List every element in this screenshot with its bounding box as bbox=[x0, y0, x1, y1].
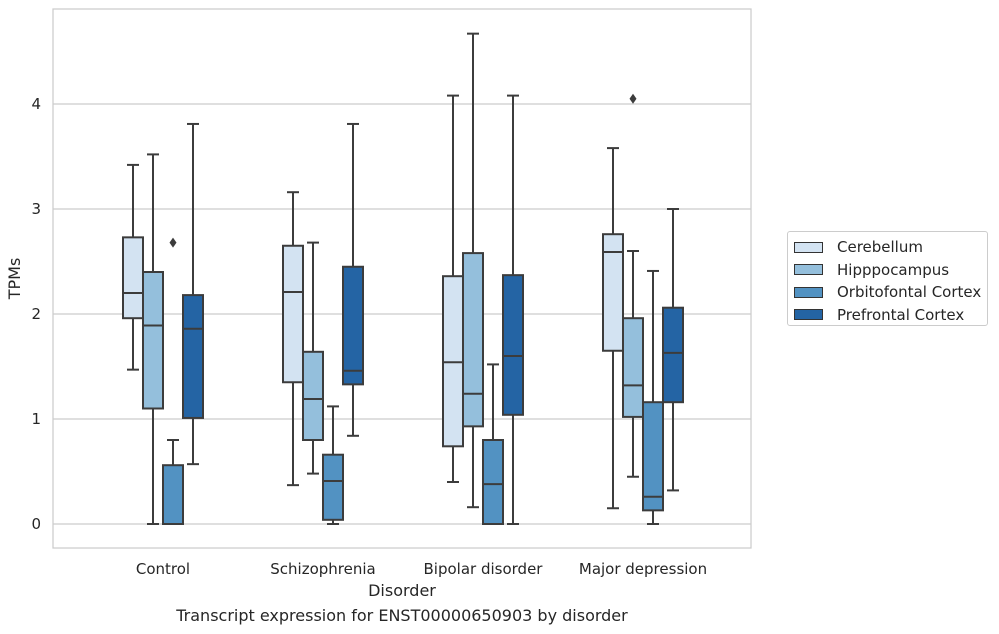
outlier-point bbox=[169, 237, 177, 248]
box-3-1 bbox=[622, 93, 644, 478]
iqr-box bbox=[162, 464, 184, 526]
legend-item-orbitofrontal-cortex: Orbitofontal Cortex bbox=[794, 281, 987, 304]
y-tick-label: 1 bbox=[31, 410, 41, 428]
iqr-box bbox=[622, 317, 644, 418]
legend-item-prefrontal-cortex: Prefrontal Cortex bbox=[794, 304, 987, 327]
box-1-3 bbox=[342, 122, 364, 437]
box-3-2 bbox=[642, 269, 664, 525]
iqr-box bbox=[662, 306, 684, 404]
box-2-2 bbox=[482, 363, 504, 525]
iqr-box bbox=[442, 275, 464, 448]
x-axis-label: Disorder bbox=[368, 581, 436, 600]
iqr-box bbox=[602, 233, 624, 352]
legend-label-orbitofrontal-cortex: Orbitofontal Cortex bbox=[837, 283, 982, 302]
x-axis-ticks: Control Schizophrenia Bipolar disorder Majo… bbox=[136, 560, 707, 578]
box-0-3 bbox=[182, 122, 204, 466]
iqr-box bbox=[142, 271, 164, 410]
legend-label-hippocampus: Hipppocampus bbox=[837, 260, 950, 279]
legend-label-prefrontal-cortex: Prefrontal Cortex bbox=[837, 305, 965, 324]
box-3-3 bbox=[662, 208, 684, 492]
box-1-2 bbox=[322, 405, 344, 525]
box-marks bbox=[122, 32, 684, 526]
iqr-box bbox=[322, 453, 344, 521]
iqr-box bbox=[462, 252, 484, 428]
x-tick-label: Control bbox=[136, 560, 190, 578]
box-2-1 bbox=[462, 32, 484, 509]
legend-swatch-hippocampus bbox=[794, 264, 823, 276]
plot-area-frame bbox=[52, 8, 752, 549]
x-tick-label: Major depression bbox=[579, 560, 707, 578]
y-tick-label: 4 bbox=[31, 95, 41, 113]
box-0-0 bbox=[122, 163, 144, 371]
iqr-box bbox=[482, 439, 504, 525]
x-tick-label: Schizophrenia bbox=[270, 560, 375, 578]
iqr-box bbox=[182, 294, 204, 419]
legend-item-cerebellum: Cerebellum bbox=[794, 236, 987, 259]
grid-lines bbox=[53, 103, 751, 525]
box-0-2 bbox=[162, 237, 184, 526]
legend-swatch-cerebellum bbox=[794, 241, 823, 253]
box-3-0 bbox=[602, 147, 624, 510]
iqr-box bbox=[122, 236, 144, 320]
box-1-0 bbox=[282, 191, 304, 487]
legend-item-hippocampus: Hipppocampus bbox=[794, 259, 987, 282]
legend-swatch-orbitofrontal-cortex bbox=[794, 286, 823, 298]
figure-caption: Transcript expression for ENST0000065090… bbox=[176, 606, 628, 625]
iqr-box bbox=[342, 265, 364, 386]
iqr-box bbox=[502, 274, 524, 416]
x-tick-label: Bipolar disorder bbox=[424, 560, 544, 578]
box-2-3 bbox=[502, 94, 524, 525]
legend: Cerebellum Hipppocampus Orbitofontal Cor… bbox=[787, 231, 988, 326]
iqr-box bbox=[282, 244, 304, 384]
legend-label-cerebellum: Cerebellum bbox=[837, 238, 923, 257]
y-tick-label: 3 bbox=[31, 200, 41, 218]
y-axis-ticks: 0 1 2 3 4 bbox=[31, 95, 41, 533]
legend-swatch-prefrontal-cortex bbox=[794, 309, 823, 321]
y-axis-label: TPMs bbox=[5, 258, 24, 301]
box-1-1 bbox=[302, 241, 324, 475]
iqr-box bbox=[302, 350, 324, 441]
iqr-box bbox=[642, 401, 664, 512]
box-0-1 bbox=[142, 153, 164, 525]
outlier-point bbox=[629, 93, 637, 104]
box-2-0 bbox=[442, 94, 464, 483]
y-tick-label: 2 bbox=[31, 305, 41, 323]
y-tick-label: 0 bbox=[31, 515, 41, 533]
